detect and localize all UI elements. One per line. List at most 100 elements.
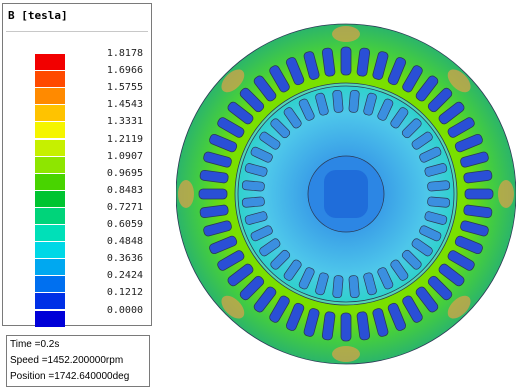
stator-slot	[372, 51, 389, 80]
rotor-slot	[244, 163, 268, 177]
legend-swatch	[35, 276, 65, 293]
stator-slot	[464, 188, 494, 200]
yoke-hotspot	[221, 69, 245, 93]
rotor-slot	[298, 98, 315, 121]
rotor-slot	[419, 225, 442, 242]
yoke-hotspot	[447, 69, 471, 93]
stator-slot	[253, 286, 277, 313]
rotor-slot	[411, 238, 433, 257]
stator-slot	[321, 311, 336, 341]
stator-slot	[463, 204, 493, 219]
stator-slot	[227, 263, 254, 287]
legend-swatch	[35, 259, 65, 276]
rotor-slot	[298, 267, 315, 290]
rotor-slot	[283, 259, 302, 281]
legend-swatch	[35, 225, 65, 241]
stator-slot	[447, 250, 475, 271]
stator-slot	[198, 188, 228, 200]
flux-density-plot	[176, 23, 516, 365]
rotor-slot	[427, 180, 451, 192]
rotor-slot	[363, 272, 377, 296]
legend-tick-label: 0.0000	[106, 304, 143, 316]
rotor-slot	[250, 146, 273, 163]
yoke-hotspot	[221, 295, 245, 319]
legend-tick-label: 0.1212	[106, 287, 143, 299]
legend-swatch	[35, 54, 65, 70]
stator-slot	[199, 204, 229, 219]
stator-slot	[387, 302, 407, 331]
stator-slot	[285, 302, 305, 331]
stator-slot	[269, 65, 290, 93]
rotor-slot	[315, 272, 329, 296]
rotor-slot	[241, 180, 265, 192]
legend-tick-label: 0.6059	[106, 219, 143, 230]
rotor-slot	[390, 107, 409, 129]
legend-tick-label: 0.3636	[106, 253, 143, 265]
legend-swatch	[35, 156, 65, 173]
rotor-slot	[363, 92, 377, 116]
legend-title: B [tesla]	[8, 9, 68, 22]
legend-tick-label: 1.5755	[106, 82, 143, 94]
stator-slot	[285, 57, 305, 86]
stator-slot	[239, 275, 265, 301]
legend-swatch	[35, 122, 65, 139]
rotor-slot	[348, 275, 360, 299]
legend-tick-label: 1.4543	[106, 99, 143, 111]
stator-slot	[217, 117, 245, 138]
color-legend: B [tesla] 1.8178 1.6966 1.5755 1.4543 1.3331…	[2, 3, 152, 327]
stator-slot	[463, 169, 493, 184]
stator-slot	[269, 295, 290, 323]
stator-slot	[340, 46, 352, 76]
rotor-slot	[250, 225, 273, 242]
legend-swatch	[35, 173, 65, 190]
legend-swatch	[35, 71, 65, 88]
stator-slot	[460, 220, 489, 237]
motor-cross-section	[176, 23, 516, 365]
legend-swatch	[35, 293, 65, 310]
legend-swatch	[35, 105, 65, 122]
stator-slot	[427, 87, 453, 113]
legend-tick-label: 0.2424	[106, 270, 143, 282]
stator-slot	[387, 57, 407, 86]
legend-swatch	[35, 190, 65, 207]
stator-slot	[454, 235, 483, 255]
legend-tick-label: 1.2119	[106, 133, 143, 145]
rotor-slot	[424, 211, 448, 225]
yoke-hotspot	[332, 26, 360, 42]
rotor-slot	[270, 249, 291, 270]
legend-tick-label: 1.3331	[106, 116, 143, 128]
legend-tick-label: 0.4848	[106, 236, 143, 248]
legend-tick-label: 1.6966	[106, 65, 143, 77]
rotor-slot	[332, 89, 344, 113]
yoke-hotspot	[332, 346, 360, 362]
stator-slot	[203, 151, 232, 168]
legend-tick-label: 0.9695	[106, 167, 143, 179]
rotor-slot	[241, 196, 265, 208]
legend-tick-label: 0.7271	[106, 201, 143, 213]
shaft-core	[324, 170, 368, 218]
stator-slot	[321, 47, 336, 77]
stator-slot	[356, 311, 371, 341]
legend-tick-label: 1.0907	[106, 150, 143, 162]
stator-slot	[209, 235, 238, 255]
legend-tick-label: 0.8483	[106, 184, 143, 196]
stator-slot	[209, 133, 238, 153]
legend-swatch	[35, 207, 65, 224]
legend-swatch	[35, 139, 65, 156]
stator-slot	[356, 47, 371, 77]
stator-slot	[239, 87, 265, 113]
rotor-slot	[401, 118, 422, 139]
rotor-slot	[315, 92, 329, 116]
stator-slot	[227, 101, 254, 125]
rotor-slot	[419, 146, 442, 163]
legend-swatch	[35, 310, 65, 327]
rotor-slot	[244, 211, 268, 225]
yoke-hotspot	[498, 180, 514, 208]
rotor-slot	[283, 107, 302, 129]
stator-slot	[372, 308, 389, 337]
rotor-slot	[270, 118, 291, 139]
stator-slot	[427, 275, 453, 301]
stator-slot	[415, 75, 439, 102]
rotor-slot	[401, 249, 422, 270]
stator-slot	[203, 220, 232, 237]
